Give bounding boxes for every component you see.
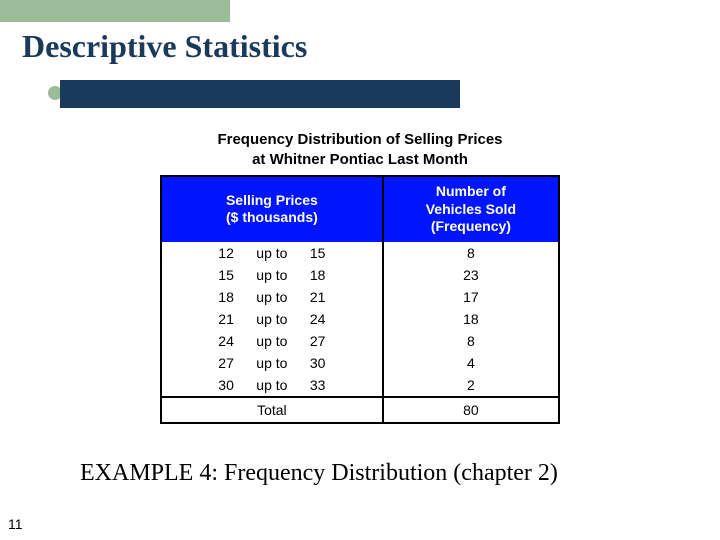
- price-range-cell: 21 up to 24: [162, 308, 384, 330]
- range-connector: up to: [252, 289, 292, 305]
- frequency-cell: 23: [384, 264, 558, 286]
- range-high: 15: [310, 245, 340, 261]
- title-underline-bar: [60, 80, 460, 108]
- range-connector: up to: [252, 267, 292, 283]
- header-col2-line1: Number of: [388, 183, 554, 201]
- slide-title: Descriptive Statistics: [22, 28, 307, 65]
- range-low: 24: [204, 333, 234, 349]
- frequency-cell: 2: [384, 374, 558, 396]
- table-title-line1: Frequency Distribution of Selling Prices: [217, 131, 502, 148]
- table-title-line2: at Whitner Pontiac Last Month: [252, 151, 468, 168]
- range-connector: up to: [252, 245, 292, 261]
- range-low: 15: [204, 267, 234, 283]
- frequency-table: Selling Prices ($ thousands) Number of V…: [160, 175, 560, 424]
- table-row: 30 up to 33 2: [162, 374, 558, 396]
- header-col2-line3: (Frequency): [388, 218, 554, 236]
- range-high: 21: [310, 289, 340, 305]
- price-range-cell: 24 up to 27: [162, 330, 384, 352]
- price-range-cell: 27 up to 30: [162, 352, 384, 374]
- range-connector: up to: [252, 311, 292, 327]
- range-high: 24: [310, 311, 340, 327]
- range-low: 12: [204, 245, 234, 261]
- total-value-cell: 80: [384, 396, 558, 422]
- range-high: 18: [310, 267, 340, 283]
- table-row: 12 up to 15 8: [162, 242, 558, 264]
- frequency-cell: 8: [384, 242, 558, 264]
- table-row: 27 up to 30 4: [162, 352, 558, 374]
- header-selling-prices: Selling Prices ($ thousands): [162, 177, 384, 242]
- table-title: Frequency Distribution of Selling Prices…: [160, 130, 560, 169]
- range-high: 27: [310, 333, 340, 349]
- total-row: Total 80: [162, 396, 558, 422]
- example-caption: EXAMPLE 4: Frequency Distribution (chapt…: [80, 460, 558, 487]
- range-high: 30: [310, 355, 340, 371]
- frequency-table-container: Frequency Distribution of Selling Prices…: [160, 130, 560, 424]
- table-row: 18 up to 21 17: [162, 286, 558, 308]
- price-range-cell: 18 up to 21: [162, 286, 384, 308]
- range-low: 21: [204, 311, 234, 327]
- total-label-cell: Total: [162, 396, 384, 422]
- price-range-cell: 15 up to 18: [162, 264, 384, 286]
- header-col1-line1: Selling Prices: [166, 192, 378, 210]
- frequency-cell: 18: [384, 308, 558, 330]
- price-range-cell: 30 up to 33: [162, 374, 384, 396]
- table-row: 24 up to 27 8: [162, 330, 558, 352]
- range-high: 33: [310, 377, 340, 393]
- table-row: 15 up to 18 23: [162, 264, 558, 286]
- range-low: 27: [204, 355, 234, 371]
- price-range-cell: 12 up to 15: [162, 242, 384, 264]
- header-col1-line2: ($ thousands): [166, 209, 378, 227]
- frequency-cell: 17: [384, 286, 558, 308]
- range-low: 30: [204, 377, 234, 393]
- range-connector: up to: [252, 355, 292, 371]
- top-accent-bar: [0, 0, 230, 22]
- frequency-cell: 8: [384, 330, 558, 352]
- table-row: 21 up to 24 18: [162, 308, 558, 330]
- header-col2-line2: Vehicles Sold: [388, 201, 554, 219]
- table-header-row: Selling Prices ($ thousands) Number of V…: [162, 177, 558, 242]
- range-connector: up to: [252, 377, 292, 393]
- frequency-cell: 4: [384, 352, 558, 374]
- range-connector: up to: [252, 333, 292, 349]
- header-frequency: Number of Vehicles Sold (Frequency): [384, 177, 558, 242]
- range-low: 18: [204, 289, 234, 305]
- slide-number: 11: [8, 516, 23, 532]
